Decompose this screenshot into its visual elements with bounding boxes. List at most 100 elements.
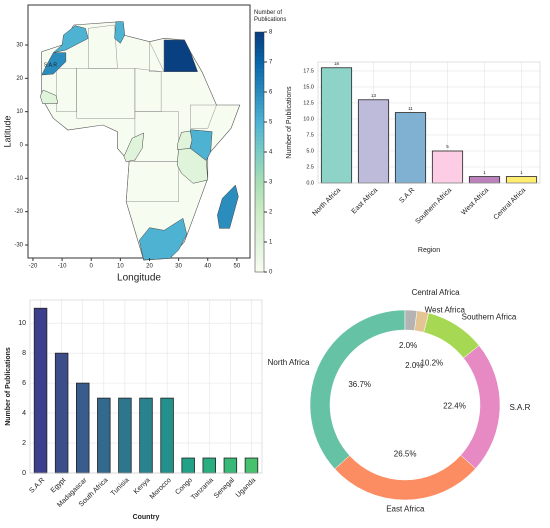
x-tick-label: Congo [174, 477, 194, 497]
country [114, 21, 125, 44]
colorbar-cell [255, 244, 264, 249]
x-axis-label: Longitude [117, 273, 161, 284]
y-tick-label: 15.0 [303, 84, 314, 90]
map-annotation: S.A.R [44, 62, 57, 68]
donut-slice [460, 345, 501, 469]
slice-percent: 36.7% [348, 380, 371, 389]
country [139, 217, 188, 261]
colorbar-cell [255, 92, 264, 97]
x-tick-label: Tanzania [190, 477, 215, 502]
value-label: 18 [334, 61, 340, 66]
colorbar-cell [255, 128, 264, 133]
colorbar-cell [255, 152, 264, 157]
slice-label: Central Africa [412, 288, 461, 297]
colorbar-cell [255, 84, 264, 89]
colorbar-tick-label: 7 [269, 60, 273, 66]
x-tick-label: 10 [117, 264, 124, 270]
slice-label: North Africa [268, 358, 310, 367]
colorbar-cell [255, 180, 264, 185]
value-label: 5 [446, 144, 449, 149]
colorbar-cell [255, 156, 264, 161]
colorbar-cell [255, 268, 264, 273]
colorbar-cell [255, 96, 264, 101]
colorbar-cell [255, 48, 264, 53]
colorbar-cell [255, 256, 264, 261]
colorbar-cell [255, 116, 264, 121]
bar [33, 307, 48, 474]
y-axis-label: Number of Publications [286, 86, 293, 159]
y-tick-label: 7.5 [306, 132, 314, 138]
colorbar-tick-label: 8 [269, 30, 273, 36]
country-border [125, 161, 179, 202]
x-tick-label: Central Africa [493, 187, 528, 222]
bar [223, 457, 238, 474]
colorbar-cell [255, 80, 264, 85]
colorbar-cell [255, 108, 264, 113]
colorbar-label: Number of Publications [254, 10, 286, 23]
colorbar-cell [255, 68, 264, 73]
y-tick-label: 2 [22, 440, 26, 447]
colorbar-cell [255, 72, 264, 77]
x-tick-label: 30 [175, 264, 182, 270]
colorbar-cell [255, 144, 264, 149]
slice-label: West Africa [425, 305, 466, 314]
donut-slice [309, 309, 406, 470]
colorbar-cell [255, 216, 264, 221]
y-tick-label: 10 [16, 109, 23, 115]
slice-percent: 2.0% [399, 341, 417, 350]
bar [394, 112, 427, 184]
colorbar-cell [255, 88, 264, 93]
x-tick-label: 40 [204, 264, 211, 270]
value-label: 13 [371, 93, 377, 98]
colorbar-cell [255, 200, 264, 205]
plot-frame [317, 61, 541, 184]
country [39, 89, 59, 104]
colorbar-cell [255, 44, 264, 49]
x-tick-label: Southern Africa [414, 187, 453, 226]
x-tick-label: 20 [146, 264, 153, 270]
y-tick-label: 12.5 [303, 100, 314, 106]
y-tick-label: 8 [22, 350, 26, 357]
country-border [88, 24, 118, 69]
y-tick-label: 30 [16, 43, 23, 49]
colorbar-cell [255, 56, 264, 61]
bar [139, 397, 153, 474]
plot-frame [29, 299, 263, 474]
colorbar-cell [255, 232, 264, 237]
colorbar-cell [255, 124, 264, 129]
colorbar-cell [255, 140, 264, 145]
x-tick-label: 0 [90, 264, 94, 270]
colorbar-tick-label: 4 [269, 150, 273, 156]
bar [431, 150, 464, 184]
y-tick-label: -30 [14, 243, 23, 249]
bar [76, 382, 90, 474]
bar [320, 67, 353, 184]
country [217, 184, 239, 229]
x-tick-label: Egypt [50, 477, 68, 495]
colorbar-cell [255, 212, 264, 217]
colorbar-cell [255, 120, 264, 125]
y-tick-label: 5.0 [306, 148, 314, 154]
slice-percent: 26.5% [394, 450, 417, 459]
y-tick-label: 0 [22, 470, 26, 477]
colorbar-tick-label: 5 [269, 120, 273, 126]
colorbar-cell [255, 132, 264, 137]
x-tick-label: Senegal [213, 476, 236, 499]
x-tick-label: North Africa [311, 187, 342, 218]
colorbar-cell [255, 228, 264, 233]
y-tick-label: 0 [20, 143, 24, 149]
x-tick-label: Kenya [133, 477, 152, 496]
colorbar-label-line: Publications [254, 17, 286, 23]
colorbar-cell [255, 208, 264, 213]
colorbar-tick-label: 2 [269, 210, 273, 216]
colorbar-cell [255, 164, 264, 169]
colorbar-cell [255, 240, 264, 245]
colorbar-cell [255, 192, 264, 197]
y-tick-label: 10.0 [303, 116, 314, 122]
colorbar-cell [255, 112, 264, 117]
colorbar-cell [255, 32, 264, 37]
y-tick-label: 6 [22, 380, 26, 387]
colorbar-cell [255, 220, 264, 225]
x-tick-label: Uganda [235, 477, 257, 499]
